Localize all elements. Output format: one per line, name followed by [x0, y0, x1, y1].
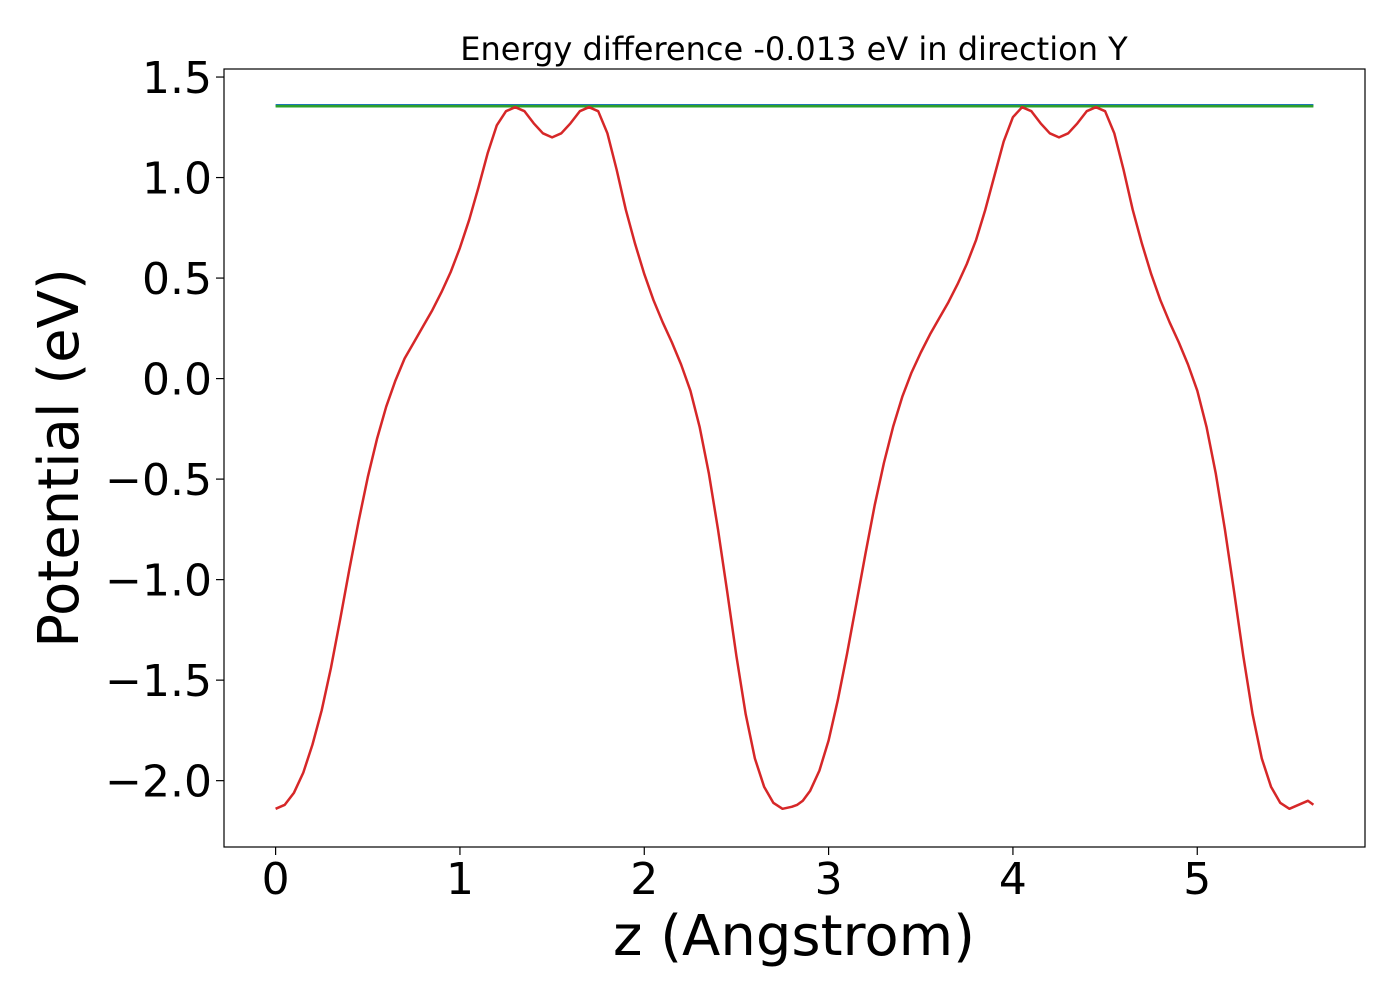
- y-tick-label: −1.5: [105, 656, 212, 707]
- x-tick-label: 4: [999, 854, 1027, 905]
- x-tick-label: 2: [630, 854, 658, 905]
- chart-title: Energy difference -0.013 eV in direction…: [460, 30, 1128, 68]
- y-tick-label: 0.0: [142, 355, 212, 406]
- series-line-3: [275, 105, 1315, 811]
- x-tick-label: 0: [262, 854, 290, 905]
- y-tick-label: 1.0: [142, 154, 212, 205]
- y-tick-label: −1.0: [105, 556, 212, 607]
- y-tick-label: 0.5: [142, 254, 212, 305]
- y-tick-label: 1.5: [142, 53, 212, 104]
- y-axis-label: Potential (eV): [27, 268, 92, 648]
- plot-area: [275, 103, 1315, 811]
- plot-frame: [223, 68, 1366, 848]
- x-tick-label: 1: [446, 854, 474, 905]
- y-tick-label: −0.5: [105, 455, 212, 506]
- x-axis-ticks: 0 1 2 3 4 5: [262, 847, 1211, 905]
- x-tick-label: 5: [1183, 854, 1211, 905]
- x-tick-label: 3: [815, 854, 843, 905]
- x-axis-label: z (Angstrom): [613, 904, 975, 969]
- y-axis-ticks: −2.0 −1.5 −1.0 −0.5 0.0 0.5 1.0 1.5: [105, 53, 224, 808]
- y-tick-label: −2.0: [105, 757, 212, 808]
